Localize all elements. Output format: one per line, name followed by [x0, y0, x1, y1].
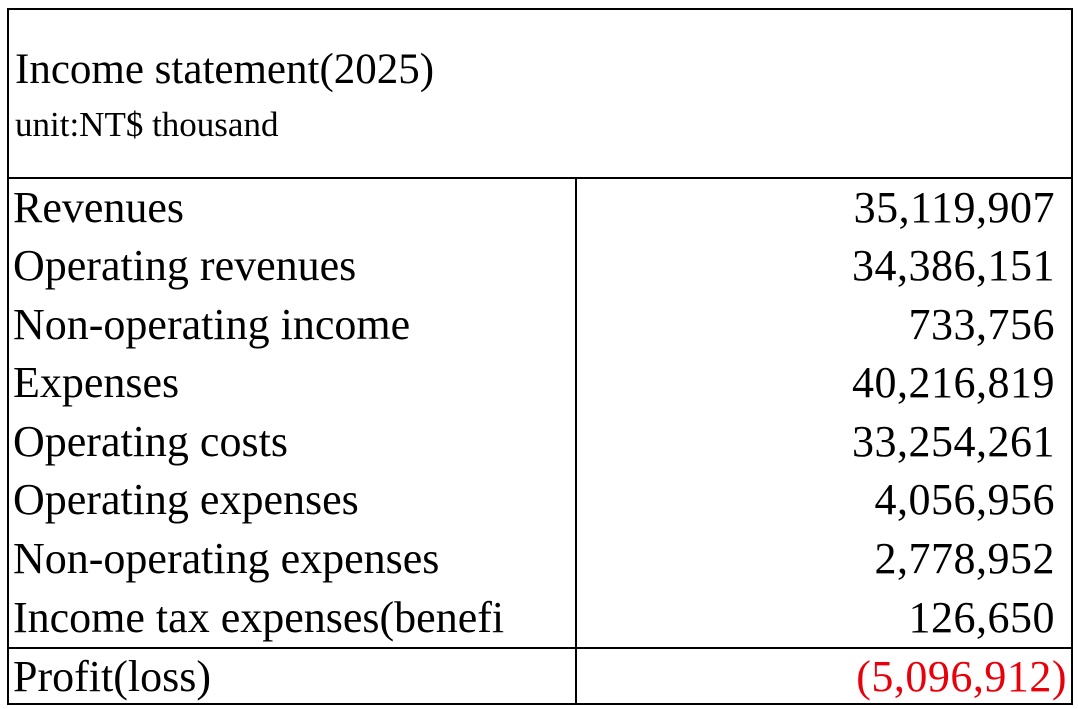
line-items: Revenues 35,119,907 Operating revenues 3… — [9, 179, 1071, 648]
row-label: Operating costs — [13, 417, 288, 466]
row-label: Non-operating expenses — [13, 534, 440, 583]
statement-title: Income statement(2025) — [15, 46, 435, 93]
row-value: 34,386,151 — [852, 241, 1055, 290]
table-row-profit-loss: Profit(loss) (5,096,912) — [9, 649, 1071, 703]
table-row-revenues: Revenues 35,119,907 — [9, 179, 1071, 237]
row-label: Operating expenses — [13, 475, 359, 524]
unit-note: unit:NT$ thousand — [15, 105, 279, 144]
table-row-operating-revenues: Operating revenues 34,386,151 — [9, 237, 1071, 295]
row-value: 33,254,261 — [852, 417, 1055, 466]
total-value: (5,096,912) — [856, 652, 1067, 701]
total-divider — [9, 647, 1071, 649]
row-value: 733,756 — [908, 300, 1055, 349]
table-row-operating-expenses: Operating expenses 4,056,956 — [9, 471, 1071, 529]
table-row-operating-costs: Operating costs 33,254,261 — [9, 413, 1071, 471]
table-row-income-tax: Income tax expenses(benefi 126,650 — [9, 589, 1071, 647]
row-label: Non-operating income — [13, 300, 411, 349]
row-label: Expenses — [13, 358, 180, 407]
row-label: Revenues — [13, 183, 185, 232]
table-row-non-operating-expenses: Non-operating expenses 2,778,952 — [9, 530, 1071, 588]
row-value: 40,216,819 — [852, 358, 1055, 407]
total-label: Profit(loss) — [13, 652, 211, 701]
table-row-expenses: Expenses 40,216,819 — [9, 354, 1071, 412]
row-value: 4,056,956 — [874, 475, 1055, 524]
row-value: 35,119,907 — [853, 183, 1055, 232]
table-header-cell: Income statement(2025) unit:NT$ thousand — [9, 10, 1071, 179]
row-value: 126,650 — [908, 593, 1055, 642]
row-value: 2,778,952 — [874, 534, 1055, 583]
column-divider — [575, 179, 577, 703]
row-label: Income tax expenses(benefi — [13, 593, 505, 642]
table-row-non-operating-income: Non-operating income 733,756 — [9, 296, 1071, 354]
row-label: Operating revenues — [13, 241, 357, 290]
income-statement-table: Income statement(2025) unit:NT$ thousand… — [7, 8, 1073, 705]
